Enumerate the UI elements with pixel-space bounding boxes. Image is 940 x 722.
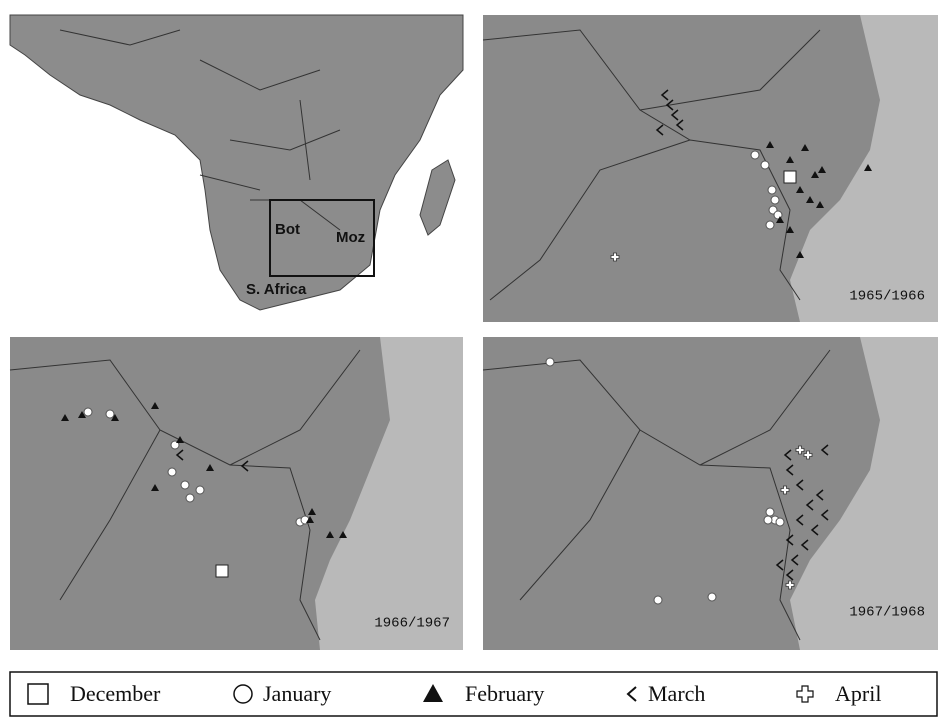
sighting-marker (168, 468, 176, 476)
sighting-marker (776, 518, 784, 526)
sighting-marker (751, 151, 759, 159)
sighting-marker (768, 186, 776, 194)
region-label: S. Africa (246, 281, 307, 298)
sighting-marker (708, 593, 716, 601)
legend-label: December (70, 681, 161, 706)
season-label: 1966/1967 (374, 616, 450, 632)
season-map: 1966/1967 (10, 337, 463, 650)
legend-label: February (465, 681, 544, 706)
overview-map: Bot Moz S. Africa (10, 15, 463, 322)
legend-label: March (648, 681, 705, 706)
sighting-marker (196, 486, 204, 494)
sighting-marker (761, 161, 769, 169)
figure: Bot Moz S. Africa 1965/1966 1966/1967 19… (0, 0, 940, 717)
sighting-marker (84, 408, 92, 416)
legend-label: January (263, 681, 331, 706)
sighting-marker (216, 565, 228, 577)
legend: December January February March April (10, 672, 937, 716)
season-label: 1965/1966 (849, 289, 925, 305)
sighting-marker (181, 481, 189, 489)
sighting-marker (654, 596, 662, 604)
sighting-marker (766, 508, 774, 516)
sighting-marker (186, 494, 194, 502)
region-label: Moz (336, 229, 365, 246)
region-label: Bot (275, 221, 300, 238)
season-map: 1967/1968 (483, 337, 938, 650)
sighting-marker (766, 221, 774, 229)
sighting-marker (771, 196, 779, 204)
sighting-marker (546, 358, 554, 366)
legend-symbol (28, 684, 48, 704)
season-label: 1967/1968 (849, 605, 925, 621)
legend-label: April (835, 681, 881, 706)
sighting-marker (106, 410, 114, 418)
legend-symbol (234, 685, 252, 703)
sighting-marker (784, 171, 796, 183)
sighting-marker (764, 516, 772, 524)
